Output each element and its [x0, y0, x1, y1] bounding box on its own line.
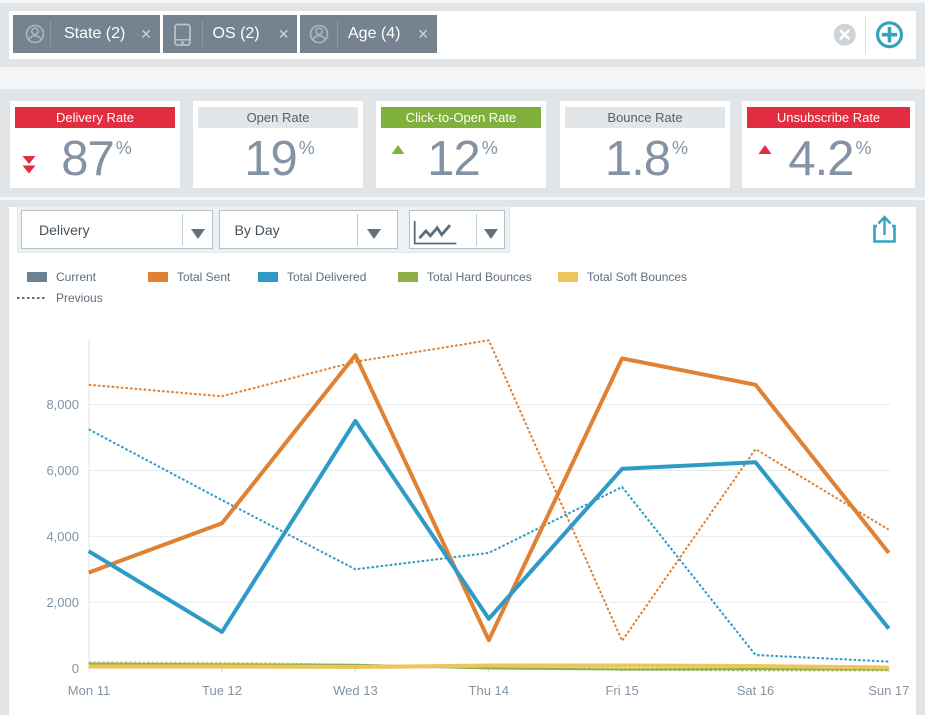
svg-text:Mon 11: Mon 11	[68, 683, 110, 698]
svg-text:2,000: 2,000	[46, 595, 79, 610]
svg-text:Tue 12: Tue 12	[202, 683, 242, 698]
svg-text:Sat 16: Sat 16	[737, 683, 775, 698]
svg-text:4,000: 4,000	[46, 529, 79, 544]
svg-text:6,000: 6,000	[46, 463, 79, 478]
svg-text:8,000: 8,000	[46, 397, 79, 412]
svg-text:Wed 13: Wed 13	[333, 683, 378, 698]
svg-text:Sun 17: Sun 17	[868, 683, 909, 698]
svg-text:Thu 14: Thu 14	[469, 683, 509, 698]
svg-text:Fri 15: Fri 15	[605, 683, 638, 698]
svg-text:0: 0	[72, 661, 79, 676]
